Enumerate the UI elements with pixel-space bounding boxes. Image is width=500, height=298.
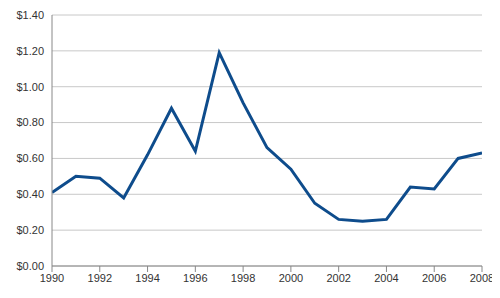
svg-text:2006: 2006 [422,272,446,284]
svg-text:1990: 1990 [40,272,64,284]
svg-text:1992: 1992 [88,272,112,284]
svg-text:2004: 2004 [374,272,398,284]
svg-text:2000: 2000 [279,272,303,284]
svg-text:$0.40: $0.40 [16,188,44,200]
svg-text:$0.80: $0.80 [16,116,44,128]
svg-text:$1.00: $1.00 [16,81,44,93]
svg-text:$1.40: $1.40 [16,9,44,21]
svg-text:1994: 1994 [135,272,159,284]
svg-text:2002: 2002 [326,272,350,284]
svg-text:$0.20: $0.20 [16,224,44,236]
svg-text:1996: 1996 [183,272,207,284]
svg-text:1998: 1998 [231,272,255,284]
svg-text:$1.20: $1.20 [16,45,44,57]
svg-text:$0.60: $0.60 [16,152,44,164]
svg-text:$0.00: $0.00 [16,260,44,272]
svg-text:2008: 2008 [470,272,492,284]
